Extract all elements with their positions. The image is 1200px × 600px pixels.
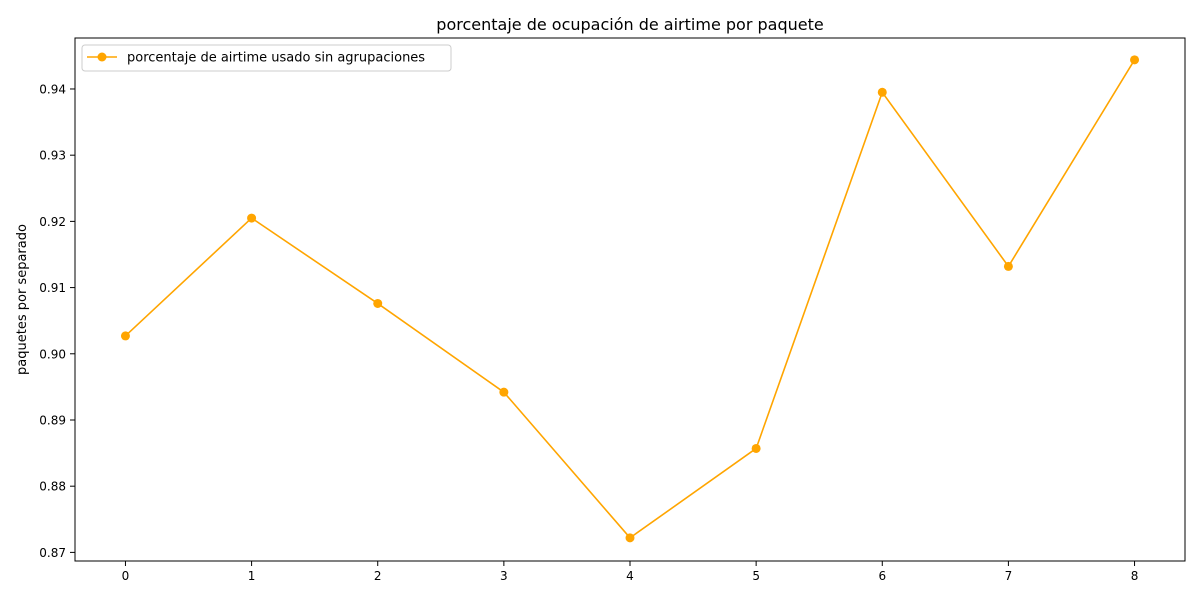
y-tick-label: 0.87 [39,546,66,560]
y-tick-label: 0.92 [39,215,66,229]
y-tick-label: 0.90 [39,347,66,361]
y-tick-label: 0.91 [39,281,66,295]
y-tick-label: 0.93 [39,149,66,163]
x-tick-label: 0 [122,569,130,583]
x-tick-label: 2 [374,569,382,583]
data-point [625,533,635,543]
x-tick-label: 8 [1131,569,1139,583]
x-tick-label: 7 [1005,569,1013,583]
data-point [877,87,887,97]
y-tick-label: 0.89 [39,413,66,427]
data-point [120,331,130,341]
legend-box [81,44,452,72]
x-tick-label: 1 [248,569,256,583]
x-tick-label: 5 [752,569,760,583]
data-point [751,443,761,453]
series-layer [120,55,1140,543]
x-tick-label: 3 [500,569,508,583]
y-tick-label: 0.94 [39,82,66,96]
plot-frame [74,37,1186,562]
y-axis: 0.87 0.88 0.89 0.90 0.91 0.92 0.93 0.94 [39,82,75,560]
chart-title: porcentaje de ocupación de airtime por p… [436,15,823,34]
legend: porcentaje de airtime usado sin agrupaci… [81,44,452,72]
data-point [247,213,257,223]
x-tick-label: 6 [878,569,886,583]
x-tick-label: 4 [626,569,634,583]
data-point [373,298,383,308]
y-axis-label: paquetes por separado [15,224,30,375]
data-point [499,387,509,397]
data-point [1130,55,1140,65]
x-axis: 0 1 2 3 4 5 6 7 8 [122,561,1139,583]
legend-series-marker [97,52,107,62]
plot-area [75,38,1185,561]
y-tick-label: 0.88 [39,480,66,494]
data-point [1003,261,1013,271]
plot-background [75,38,1185,561]
legend-series-label: porcentaje de airtime usado sin agrupaci… [127,51,425,66]
